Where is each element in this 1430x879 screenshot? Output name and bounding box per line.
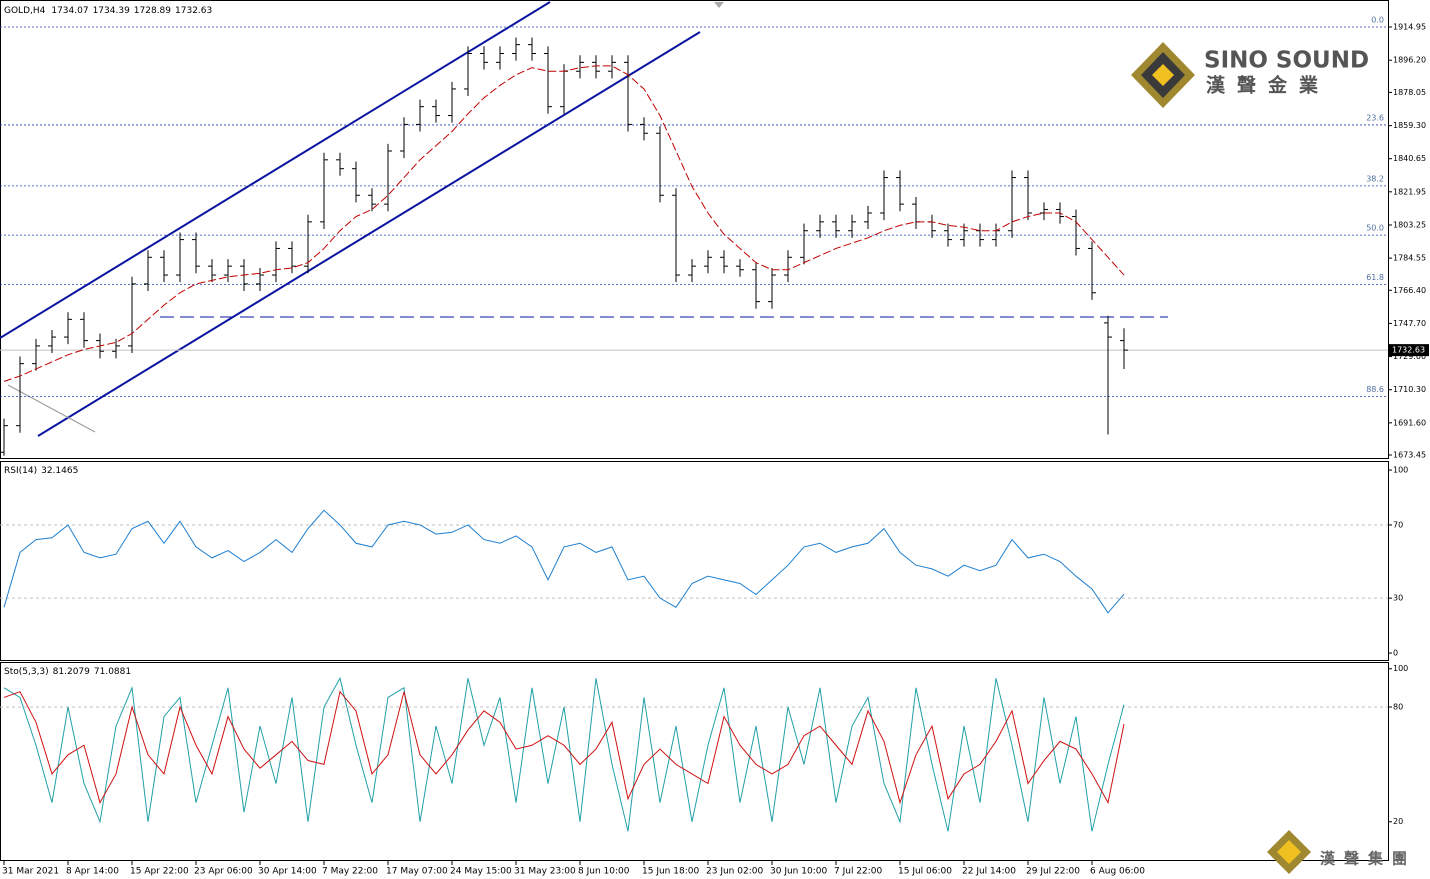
x-tick-label: 31 Mar 2021 bbox=[2, 867, 59, 877]
header-close: 1732.63 bbox=[175, 6, 212, 16]
y-tick-label: 30 bbox=[1393, 594, 1403, 603]
stoch-readout: 81.2079 bbox=[53, 667, 90, 677]
logo-brand: SINO SOUND bbox=[1204, 48, 1369, 74]
x-tick-label: 23 Jun 02:00 bbox=[706, 867, 763, 877]
symbol: GOLD,H4 bbox=[4, 6, 46, 16]
x-tick-label: 6 Aug 06:00 bbox=[1090, 867, 1145, 877]
y-tick-label: 1859.30 bbox=[1393, 121, 1426, 130]
y-tick-label: 70 bbox=[1393, 520, 1403, 529]
y-tick-label: 1878.05 bbox=[1393, 88, 1426, 97]
x-tick-label: 22 Jul 14:00 bbox=[962, 867, 1016, 877]
moving-average bbox=[3, 65, 1125, 382]
x-tick-label: 30 Jun 10:00 bbox=[770, 867, 827, 877]
channel-upper bbox=[0, 1, 551, 339]
x-tick-label: 7 May 22:00 bbox=[322, 867, 378, 877]
logo-brand-cn: 漢聲金業 bbox=[1206, 74, 1330, 97]
x-tick-label: 24 May 15:00 bbox=[450, 867, 512, 877]
main-panel bbox=[0, 0, 1389, 459]
fib-label: 38.2 bbox=[1366, 174, 1384, 183]
y-tick-label: 1766.40 bbox=[1393, 286, 1426, 295]
y-tick-label: 100 bbox=[1393, 466, 1408, 475]
header-low: 1728.89 bbox=[134, 6, 171, 16]
fib-label: 23.6 bbox=[1366, 113, 1384, 122]
channel-lower bbox=[37, 31, 701, 437]
y-tick-label: 20 bbox=[1393, 817, 1403, 826]
x-tick-label: 30 Apr 14:00 bbox=[258, 867, 317, 877]
indicator-line bbox=[3, 509, 1125, 614]
indicator-line bbox=[3, 690, 1125, 805]
stoch-panel bbox=[0, 662, 1389, 861]
logo-group-cn: 漢聲集團 bbox=[1320, 850, 1416, 868]
y-tick-label: 1840.65 bbox=[1393, 154, 1426, 163]
x-tick-label: 23 Apr 06:00 bbox=[194, 867, 253, 877]
y-tick-label: 1710.30 bbox=[1393, 385, 1426, 394]
fib-label: 0.0 bbox=[1371, 16, 1384, 25]
x-tick-label: 15 Apr 22:00 bbox=[130, 867, 189, 877]
rsi-title: RSI(14) bbox=[4, 466, 37, 476]
x-tick-label: 15 Jun 18:00 bbox=[642, 867, 699, 877]
y-tick-label: 80 bbox=[1393, 702, 1403, 711]
header-open: 1734.07 bbox=[51, 6, 88, 16]
y-tick-label: 1673.45 bbox=[1393, 451, 1426, 460]
last-price-tag bbox=[1389, 344, 1429, 357]
x-tick-label: 15 Jul 06:00 bbox=[898, 867, 952, 877]
y-tick-label: 1896.20 bbox=[1393, 56, 1426, 65]
y-tick-label: 1803.25 bbox=[1393, 220, 1426, 229]
x-tick-label: 17 May 07:00 bbox=[386, 867, 448, 877]
y-tick-label: 1691.60 bbox=[1393, 418, 1426, 427]
last-price-label: 1732.63 bbox=[1392, 346, 1425, 355]
rsi-panel bbox=[0, 461, 1389, 661]
x-tick-label: 7 Jul 22:00 bbox=[834, 867, 883, 877]
stoch-title: Sto(5,3,3) bbox=[4, 667, 49, 677]
scroll-marker bbox=[714, 2, 724, 8]
y-tick-label: 1821.95 bbox=[1393, 187, 1426, 196]
y-tick-label: 1914.95 bbox=[1393, 23, 1426, 32]
y-tick-label: 100 bbox=[1393, 664, 1408, 673]
header-high: 1734.39 bbox=[93, 6, 130, 16]
x-tick-label: 31 May 23:00 bbox=[514, 867, 576, 877]
stoch-readout: 71.0881 bbox=[94, 667, 131, 677]
x-tick-label: 29 Jul 22:00 bbox=[1026, 867, 1080, 877]
fib-label: 50.0 bbox=[1366, 224, 1384, 233]
trend-line bbox=[7, 384, 96, 433]
main-header: GOLD,H4 1734.07 1734.39 1728.89 1732.63 bbox=[4, 6, 212, 16]
x-tick-label: 8 Jun 10:00 bbox=[578, 867, 630, 877]
logo: SINO SOUND 漢聲金業 漢聲集團 bbox=[1131, 42, 1416, 874]
y-tick-label: 1729.00 bbox=[1393, 352, 1426, 361]
y-tick-label: 1784.55 bbox=[1393, 254, 1426, 263]
x-tick-label: 8 Apr 14:00 bbox=[66, 867, 119, 877]
fib-label: 88.6 bbox=[1366, 385, 1384, 394]
indicator-line bbox=[3, 676, 1125, 832]
y-tick-label: 0 bbox=[1393, 649, 1398, 658]
rsi-readout: 32.1465 bbox=[41, 466, 78, 476]
fib-label: 61.8 bbox=[1366, 273, 1384, 282]
rsi-header: RSI(14) 32.1465 bbox=[4, 466, 78, 476]
stoch-header: Sto(5,3,3) 81.2079 71.0881 bbox=[4, 667, 131, 677]
y-tick-label: 1747.70 bbox=[1393, 319, 1426, 328]
